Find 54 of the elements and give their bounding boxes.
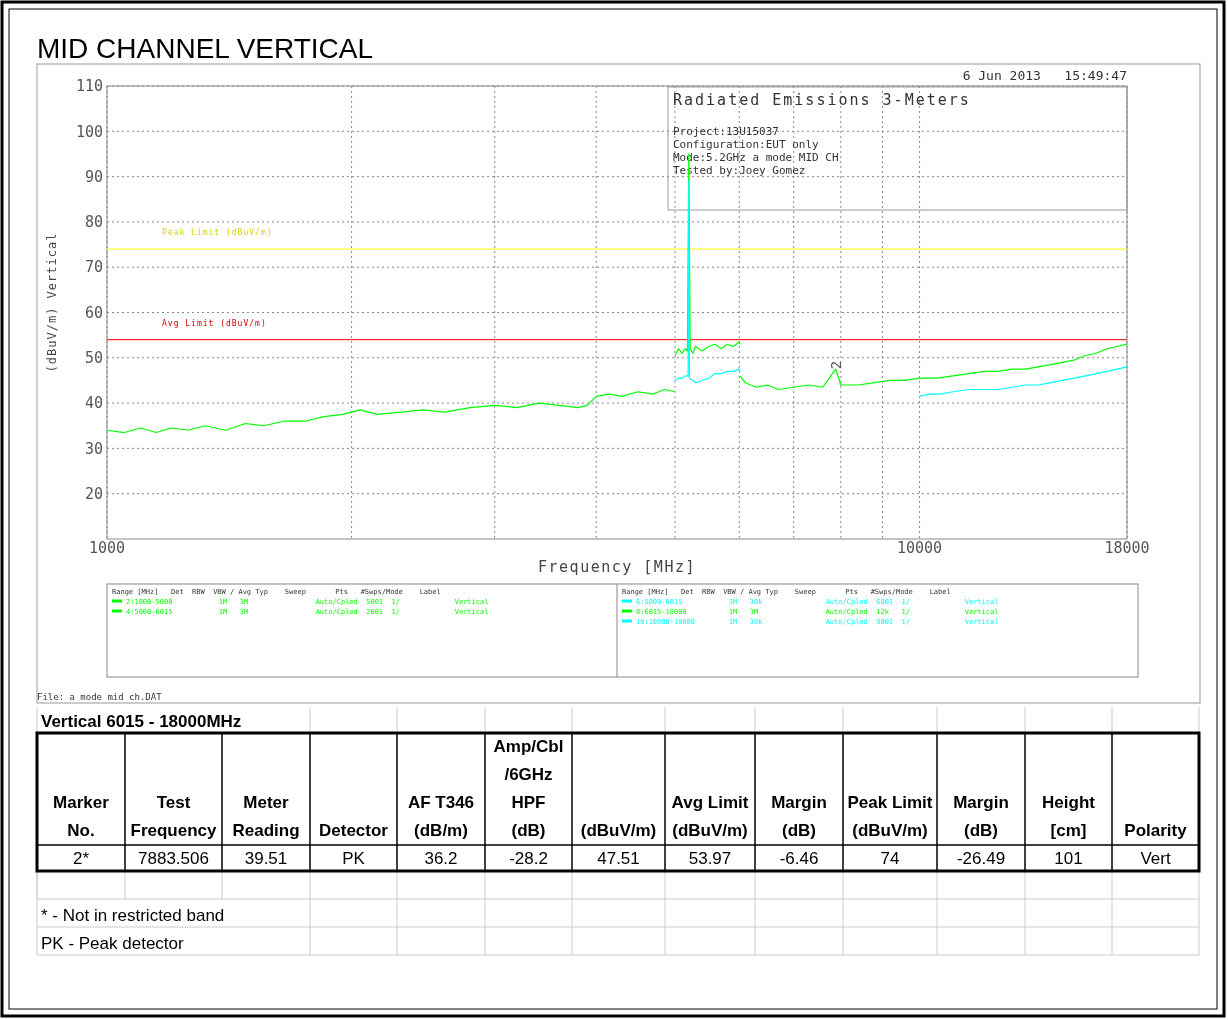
text: 2* xyxy=(72,849,90,868)
text: 74 xyxy=(880,849,900,868)
y-tick-label: 40 xyxy=(84,394,103,413)
y-tick-label: 110 xyxy=(75,77,103,96)
annotation: Configuration:EUT only xyxy=(673,138,820,151)
text: * - Not in restricted band xyxy=(41,906,225,925)
category-label: Amp/Cbl /6GHz HPF (dB) xyxy=(493,737,564,840)
category-label: Peak Limit (dBuV/m) xyxy=(847,793,933,840)
line-series xyxy=(674,180,741,384)
y-tick-label: 90 xyxy=(84,167,103,186)
category-label: Margin (dB) xyxy=(771,793,827,840)
x-tick-label: 1000 xyxy=(88,539,126,557)
text: 7883.506 xyxy=(138,849,209,868)
text: PK - Peak detector xyxy=(41,934,185,953)
text: 6 Jun 2013 15:49:47 xyxy=(962,68,1127,83)
category-label: Marker No. xyxy=(53,793,110,840)
text: 36.2 xyxy=(424,849,458,868)
ref-line-label: Avg Limit (dBuV/m) xyxy=(162,318,267,328)
category-label: Height [cm] xyxy=(1042,793,1096,840)
y-axis-title: (dBuV/m) Vertical xyxy=(45,232,59,373)
category-label: (dBuV/m) xyxy=(580,821,657,840)
text: File: a mode mid ch.DAT xyxy=(37,692,163,702)
y-tick-label: 80 xyxy=(84,213,103,232)
text: Vert xyxy=(1140,849,1171,868)
text: 39.51 xyxy=(244,849,288,868)
y-tick-label: 60 xyxy=(84,303,103,322)
category-label: Meter Reading xyxy=(232,793,300,840)
category-label: AF T346 (dB/m) xyxy=(407,793,475,840)
text: 101 xyxy=(1054,849,1083,868)
text: PK xyxy=(342,849,365,868)
category-label: Polarity xyxy=(1124,821,1188,840)
chart-title: MID CHANNEL VERTICAL xyxy=(37,33,374,64)
annotation: Radiated Emissions 3-Meters xyxy=(673,91,971,109)
annotation: Project:13U15037 xyxy=(673,125,779,138)
y-tick-label: 70 xyxy=(84,258,103,277)
category-label: Avg Limit (dBuV/m) xyxy=(671,793,749,840)
ref-line-label: Peak Limit (dBuV/m) xyxy=(162,228,273,238)
text: Vertical 6015 - 18000MHz xyxy=(41,712,242,731)
text: 47.51 xyxy=(597,849,640,868)
x-tick-label: 10000 xyxy=(896,539,943,557)
text: 53.97 xyxy=(688,849,732,868)
x-axis-title: Frequency [MHz] xyxy=(538,558,696,576)
text: -26.49 xyxy=(956,849,1006,868)
text: -6.46 xyxy=(779,849,819,868)
y-tick-label: 20 xyxy=(84,484,103,503)
y-tick-label: 30 xyxy=(84,439,103,458)
y-tick-label: 100 xyxy=(75,122,103,141)
category-label: Detector xyxy=(319,821,389,840)
x-tick-label: 18000 xyxy=(1104,539,1150,557)
y-tick-label: 50 xyxy=(84,349,103,368)
annotation: 2 xyxy=(827,360,844,370)
category-label: Test Frequency xyxy=(130,793,218,840)
category-label: Margin (dB) xyxy=(953,793,1009,840)
text: -28.2 xyxy=(509,849,548,868)
